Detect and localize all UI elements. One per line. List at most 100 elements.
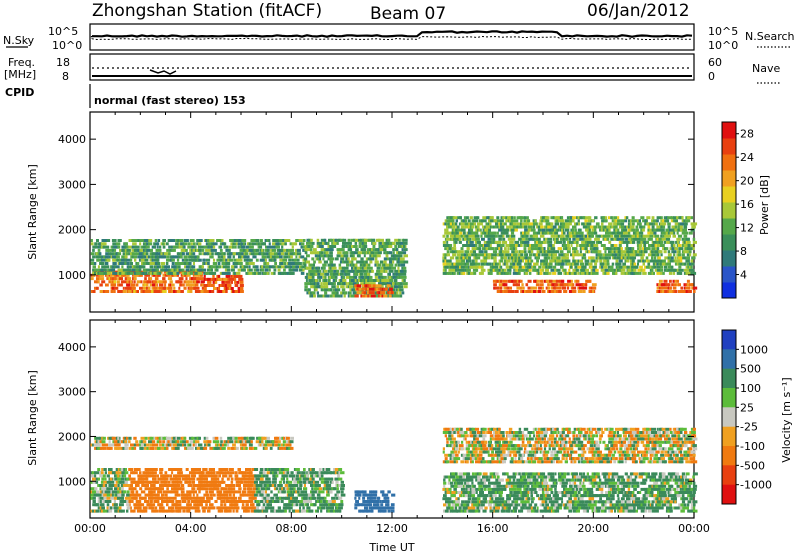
echo-cell xyxy=(665,247,669,251)
echo-cell xyxy=(95,436,101,440)
echo-cell xyxy=(150,242,153,246)
echo-cell xyxy=(263,500,267,503)
echo-cell xyxy=(133,436,137,440)
echo-cell xyxy=(566,262,572,266)
echo-cell xyxy=(499,279,503,283)
echo-cell xyxy=(511,256,514,260)
echo-cell xyxy=(657,253,660,257)
echo-cell xyxy=(266,271,269,275)
echo-cell xyxy=(149,471,154,475)
echo-cell xyxy=(493,286,496,290)
echo-cell xyxy=(488,228,491,232)
echo-cell xyxy=(250,436,254,440)
echo-cell xyxy=(384,251,389,255)
echo-cell xyxy=(574,262,579,266)
echo-cell xyxy=(272,480,277,484)
echo-cell xyxy=(254,252,259,256)
echo-cell xyxy=(547,283,550,287)
echo-cell xyxy=(683,234,688,238)
echo-cell xyxy=(376,266,381,270)
echo-cell xyxy=(298,268,303,272)
echo-cell xyxy=(329,248,334,252)
echo-cell xyxy=(173,273,178,277)
echo-cell xyxy=(502,216,506,220)
echo-cell xyxy=(305,279,308,282)
echo-cell xyxy=(494,247,497,251)
echo-cell xyxy=(454,222,458,226)
echo-cell xyxy=(210,490,214,494)
echo-cell xyxy=(126,506,131,510)
echo-cell xyxy=(649,231,653,235)
echo-cell xyxy=(252,252,255,256)
echo-cell xyxy=(270,468,274,471)
echo-cell xyxy=(228,252,233,256)
echo-cell xyxy=(151,493,157,497)
echo-cell xyxy=(626,240,629,244)
echo-cell xyxy=(654,222,658,226)
echo-cell xyxy=(561,216,563,220)
echo-cell xyxy=(459,265,462,269)
echo-cell xyxy=(656,283,660,287)
freq-unit-label: [MHz] xyxy=(4,68,36,81)
echo-cell xyxy=(140,258,145,262)
echo-cell xyxy=(189,271,194,275)
echo-cell xyxy=(144,248,148,252)
echo-cell xyxy=(555,219,559,223)
echo-cell xyxy=(139,506,142,510)
echo-cell xyxy=(686,283,690,287)
echo-cell xyxy=(576,234,581,238)
echo-cell xyxy=(572,283,575,287)
echo-cell xyxy=(148,239,153,242)
echo-cell xyxy=(658,237,664,241)
echo-cell xyxy=(613,219,616,223)
echo-cell xyxy=(255,490,258,494)
echo-cell xyxy=(352,291,356,295)
echo-cell xyxy=(174,493,178,497)
echo-cell xyxy=(97,265,100,269)
echo-cell xyxy=(160,268,164,272)
echo-cell xyxy=(315,282,318,286)
echo-cell xyxy=(96,443,99,447)
echo-cell xyxy=(232,274,235,278)
echo-cell xyxy=(354,275,358,279)
echo-cell xyxy=(129,258,133,262)
echo-cell xyxy=(651,271,654,275)
echo-cell xyxy=(671,250,674,254)
echo-cell xyxy=(582,240,588,244)
echo-cell xyxy=(248,487,253,491)
echo-cell xyxy=(207,290,210,293)
echo-cell xyxy=(671,247,676,251)
echo-cell xyxy=(489,271,493,275)
echo-cell xyxy=(617,231,620,235)
echo-cell xyxy=(151,258,154,262)
echo-cell xyxy=(489,219,493,223)
echo-cell xyxy=(109,471,114,475)
echo-cell xyxy=(563,290,568,293)
echo-cell xyxy=(452,268,456,272)
echo-cell xyxy=(523,234,528,238)
echo-cell xyxy=(183,242,188,246)
echo-cell xyxy=(302,265,307,269)
echo-cell xyxy=(187,271,191,275)
echo-cell xyxy=(527,286,532,290)
echo-cell xyxy=(515,247,518,251)
echo-cell xyxy=(225,493,229,497)
echo-cell xyxy=(568,290,573,293)
echo-cell xyxy=(119,490,123,494)
echo-cell xyxy=(283,262,287,265)
echo-cell xyxy=(584,262,589,266)
echo-cell xyxy=(131,268,137,272)
echo-cell xyxy=(221,471,226,475)
echo-cell xyxy=(186,239,189,242)
echo-cell xyxy=(158,248,162,252)
echo-cell xyxy=(631,262,636,266)
echo-cell xyxy=(322,266,325,270)
echo-cell xyxy=(450,219,455,223)
echo-cell xyxy=(447,225,452,229)
echo-cell xyxy=(212,493,216,497)
echo-cell xyxy=(122,484,127,487)
colorbar-segment xyxy=(722,250,736,267)
echo-cell xyxy=(117,252,122,256)
echo-cell xyxy=(114,248,117,252)
echo-cell xyxy=(143,239,149,242)
